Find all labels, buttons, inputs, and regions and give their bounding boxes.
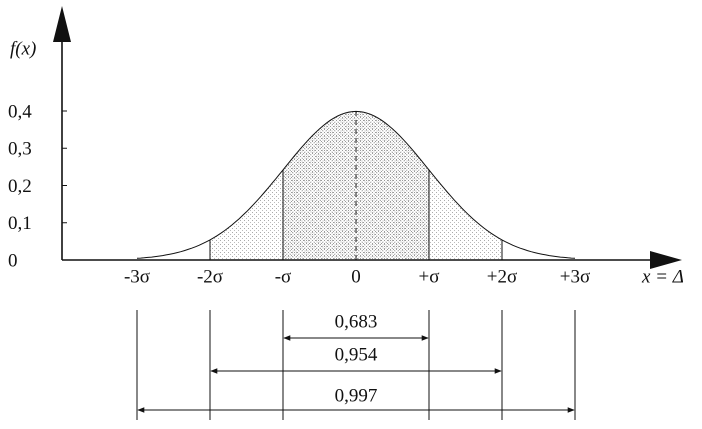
x-tick-label: +2σ: [487, 266, 517, 287]
interval-label: 0,997: [335, 385, 378, 406]
x-tick-label: +σ: [419, 266, 440, 287]
x-tick-label: 0: [351, 266, 361, 287]
y-axis-label: f(x): [10, 38, 36, 59]
interval-label: 0,954: [335, 344, 378, 365]
interval-label: 0,683: [335, 311, 378, 332]
x-axis-label: x = Δ: [641, 266, 684, 287]
x-tick-label: -2σ: [197, 266, 223, 287]
x-arrow: [650, 251, 682, 269]
y-arrow: [53, 6, 71, 42]
x-tick-label: -3σ: [124, 266, 150, 287]
y-tick-label: 0,4: [8, 101, 32, 122]
y-tick-label: 0,3: [8, 139, 32, 160]
y-tick-label: 0,2: [8, 176, 32, 197]
x-tick-label: -σ: [275, 266, 292, 287]
y-tick-label: 0,1: [8, 213, 32, 234]
x-tick-label: +3σ: [560, 266, 590, 287]
figure: [136, 110, 576, 261]
y-tick-label: 0: [8, 250, 18, 271]
